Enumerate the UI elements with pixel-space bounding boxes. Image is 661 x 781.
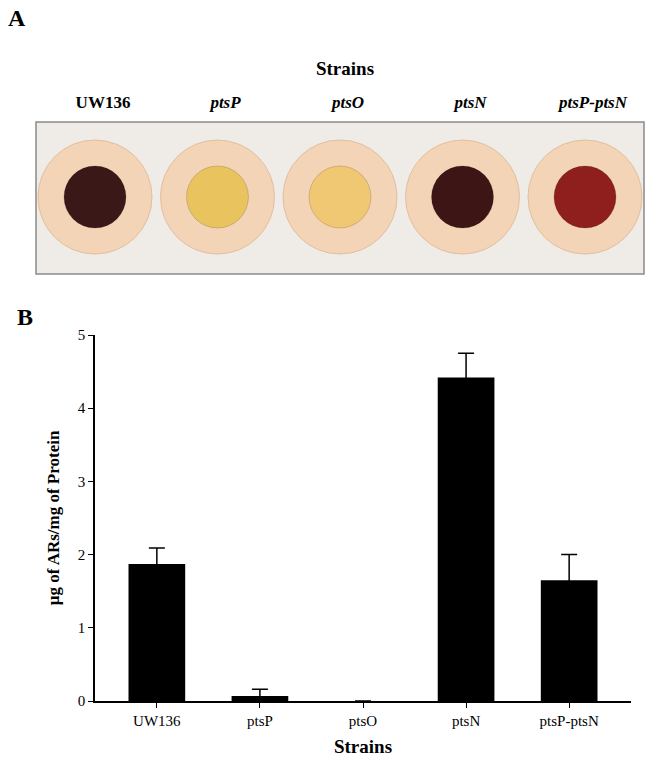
svg-text:0: 0: [78, 693, 86, 709]
svg-text:Strains: Strains: [316, 58, 374, 79]
svg-text:ptsP: ptsP: [208, 93, 241, 112]
svg-text:µg of ARs/mg of Protein: µg of ARs/mg of Protein: [44, 430, 63, 605]
svg-text:1: 1: [78, 620, 86, 636]
svg-text:ptsN: ptsN: [452, 713, 481, 729]
svg-text:ptsP-ptsN: ptsP-ptsN: [540, 713, 599, 729]
svg-text:3: 3: [78, 474, 86, 490]
svg-text:Strains: Strains: [334, 736, 392, 757]
svg-text:B: B: [17, 304, 33, 330]
svg-text:UW136: UW136: [133, 713, 181, 729]
svg-text:4: 4: [78, 400, 86, 416]
svg-text:ptsP: ptsP: [247, 713, 273, 729]
svg-text:5: 5: [78, 327, 86, 343]
svg-text:A: A: [8, 5, 26, 31]
svg-text:ptsP-ptsN: ptsP-ptsN: [557, 93, 628, 112]
svg-text:ptsN: ptsN: [452, 93, 487, 112]
svg-text:UW136: UW136: [76, 93, 131, 112]
svg-text:ptsO: ptsO: [349, 713, 378, 729]
svg-text:ptsO: ptsO: [330, 93, 364, 112]
svg-text:2: 2: [78, 547, 86, 563]
